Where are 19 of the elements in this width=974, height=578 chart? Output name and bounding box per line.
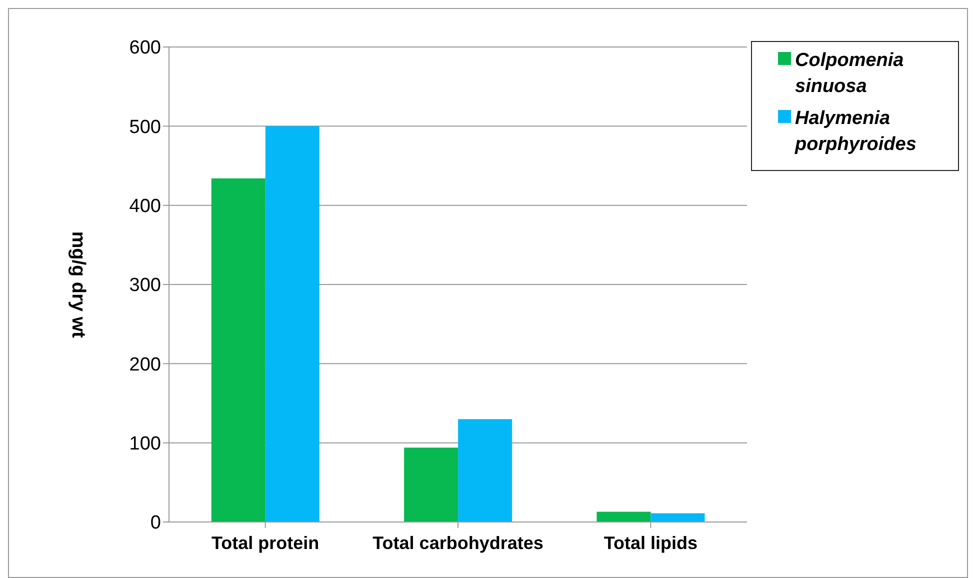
y-tick-label: 400 bbox=[129, 196, 161, 218]
bar bbox=[211, 178, 266, 522]
legend-label: Colpomenia sinuosa bbox=[795, 49, 905, 99]
y-tick-label: 500 bbox=[129, 116, 161, 138]
y-tick-label: 100 bbox=[129, 434, 161, 455]
bar bbox=[404, 448, 458, 522]
x-tick-label: Total carbohydrates bbox=[372, 532, 544, 553]
x-tick-label: Total lipids bbox=[604, 532, 698, 553]
y-tick-label: 300 bbox=[129, 275, 161, 296]
legend-label: Halymenia porphyroides bbox=[795, 107, 918, 157]
bar bbox=[596, 512, 651, 522]
y-tick-label: 600 bbox=[129, 38, 161, 59]
y-axis-title: mg/g dry wt bbox=[67, 231, 88, 338]
x-tick-label: Total protein bbox=[211, 532, 320, 553]
bar bbox=[650, 513, 705, 522]
y-tick-label: 0 bbox=[150, 512, 161, 534]
bar bbox=[458, 419, 512, 522]
y-tick-label: 200 bbox=[129, 354, 161, 376]
bar bbox=[265, 126, 320, 522]
